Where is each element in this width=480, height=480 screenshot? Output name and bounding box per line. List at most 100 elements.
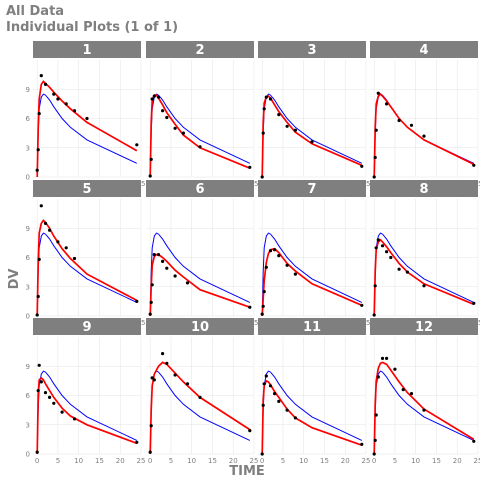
observed-point (149, 300, 153, 304)
observed-point (293, 272, 297, 276)
panel-strip-label: 8 (419, 182, 428, 197)
y-tick-label: 9 (26, 86, 30, 94)
observed-point (72, 109, 77, 113)
observed-point (405, 270, 409, 274)
x-tick-label: 15 (320, 457, 329, 465)
observed-point (385, 250, 389, 254)
observed-point (185, 382, 190, 386)
observed-point (39, 74, 43, 78)
observed-point (372, 175, 376, 179)
y-tick-label: 0 (26, 313, 30, 321)
observed-point (373, 284, 377, 288)
observed-point (150, 376, 154, 380)
observed-point (36, 389, 40, 393)
observed-point (165, 266, 169, 270)
panel-strip-label: 4 (419, 43, 428, 58)
observed-point (264, 374, 268, 378)
observed-point (472, 163, 476, 167)
x-tick-label: 20 (116, 457, 125, 465)
y-tick-label: 0 (26, 451, 30, 459)
observed-point (393, 367, 397, 371)
observed-point (277, 254, 281, 258)
x-tick-label: 10 (411, 457, 420, 465)
observed-point (37, 112, 41, 116)
observed-point (397, 267, 401, 271)
chart-title: All Data (6, 4, 64, 19)
y-tick-label: 6 (26, 392, 31, 400)
panel-1: 103690510152025 (26, 41, 145, 188)
panel-5: 503690510152025 (26, 180, 145, 327)
y-tick-label: 9 (26, 225, 30, 233)
observed-point (264, 95, 268, 99)
observed-point (277, 399, 281, 403)
observed-point (285, 124, 289, 128)
individual-pred-line (373, 361, 475, 455)
observed-point (401, 388, 405, 392)
chart-subtitle: Individual Plots (1 of 1) (6, 20, 178, 35)
observed-point (472, 301, 476, 305)
observed-point (273, 392, 277, 396)
x-tick-label: 15 (432, 457, 441, 465)
panel-2: 20510152025 (146, 41, 258, 188)
observed-point (422, 408, 426, 412)
observed-point (262, 382, 266, 386)
observed-point (135, 440, 139, 444)
panel-strip (146, 41, 254, 58)
observed-point (85, 116, 89, 121)
y-tick-label: 6 (26, 254, 31, 262)
observed-point (261, 304, 265, 308)
x-tick-label: 25 (137, 457, 146, 465)
observed-point (264, 265, 268, 269)
x-tick-label: 15 (95, 457, 104, 465)
observed-point (35, 450, 39, 454)
observed-point (285, 408, 289, 412)
x-tick-label: 10 (187, 457, 196, 465)
panel-strip-label: 7 (307, 182, 316, 197)
observed-point (39, 204, 43, 208)
observed-point (385, 356, 389, 360)
observed-point (165, 361, 169, 365)
panel-8: 80510152025 (370, 180, 480, 327)
observed-point (156, 253, 161, 257)
observed-point (360, 303, 364, 307)
observed-point (277, 113, 281, 117)
panel-strip-label: 1 (82, 43, 91, 58)
observed-point (373, 155, 377, 160)
observed-point (373, 438, 377, 442)
observed-point (37, 257, 41, 261)
individual-pred-line (373, 92, 475, 178)
observed-point (385, 102, 389, 106)
observed-point (372, 313, 376, 317)
observed-point (43, 82, 48, 86)
observed-point (374, 128, 378, 132)
panel-11: 11 0 5 10 15 20 25 (258, 318, 370, 465)
observed-point (285, 263, 289, 267)
observed-point (149, 157, 153, 161)
observed-point (48, 395, 52, 399)
panel-strip (370, 41, 478, 58)
observed-point (360, 164, 364, 168)
y-tick-label: 6 (26, 115, 31, 123)
x-tick-label: 5 (393, 457, 397, 465)
observed-point (149, 424, 153, 428)
individual-pred-line (149, 253, 251, 317)
observed-point (374, 413, 378, 417)
observed-point (43, 221, 48, 225)
individual-pred-line (36, 219, 138, 317)
panel-strip-label: 2 (195, 43, 204, 58)
observed-point (152, 378, 156, 382)
observed-point (185, 281, 190, 285)
observed-point (52, 401, 56, 405)
observed-point (72, 256, 77, 261)
panel-grid: 1036905101520252051015202530510152025405… (26, 41, 480, 465)
panel-strip-label: 11 (303, 320, 321, 335)
observed-point (148, 174, 152, 178)
observed-point (268, 97, 273, 101)
x-tick-label: 0 (35, 457, 39, 465)
observed-point (376, 238, 380, 242)
observed-point (39, 380, 43, 384)
panel-12: 12 0 5 10 15 20 25 (370, 318, 480, 465)
individual-pred-line (261, 379, 363, 455)
x-tick-label: 0 (260, 457, 264, 465)
